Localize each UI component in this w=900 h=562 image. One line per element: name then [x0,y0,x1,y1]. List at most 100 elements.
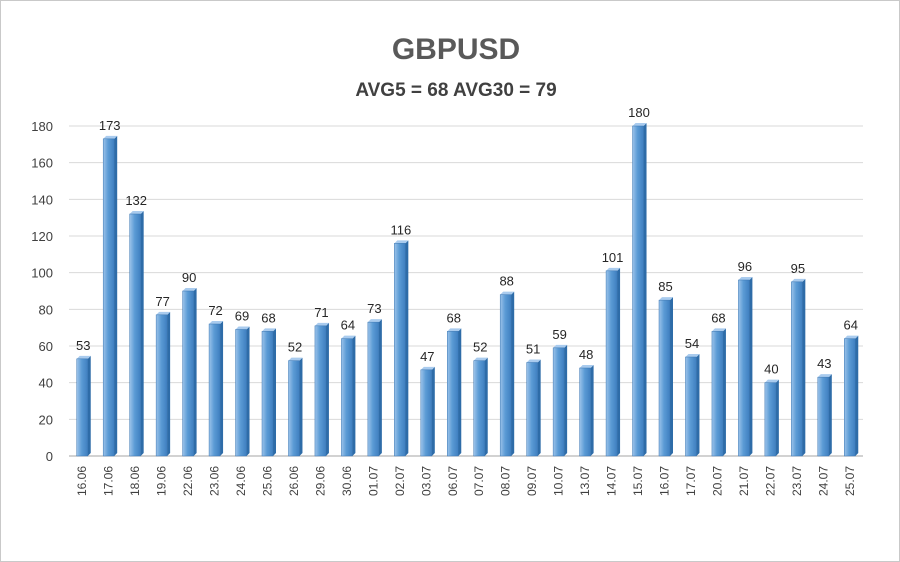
bar [791,278,806,457]
bar-front-face [605,270,618,457]
bar [447,328,462,457]
bar [526,359,541,457]
bar-front-face [685,356,697,457]
x-tick-label: 21.07 [737,466,751,496]
bar [314,322,329,457]
bar-side-face [114,135,118,457]
data-label: 68 [261,310,275,325]
bar-top-face [844,335,859,339]
bar [764,379,779,457]
bar-top-face [526,359,541,363]
x-tick-label: 15.07 [631,466,645,496]
bar [738,277,753,457]
y-tick-label: 60 [39,339,53,354]
bar-front-face [473,360,485,457]
bar-side-face [193,288,197,456]
x-tick-label: 03.07 [419,466,433,496]
bar [605,267,621,457]
bar-front-face [632,125,644,457]
bar-top-face [103,135,118,139]
bar [208,321,224,457]
bar-front-face [764,382,777,457]
bar-front-face [579,367,591,457]
bar-top-face [447,328,462,332]
data-label: 101 [602,250,624,265]
bar-side-face [617,267,621,456]
bar-side-face [87,355,91,456]
bar-front-face [314,325,327,457]
bar [473,357,488,457]
data-label: 85 [658,279,672,294]
bar-side-face [352,335,356,456]
bar-top-face [791,278,806,282]
bar-front-face [288,360,300,457]
x-tick-label: 24.06 [234,466,248,496]
y-tick-label: 140 [31,192,53,207]
bar-top-face [288,357,303,361]
bar [420,366,435,457]
y-tick-label: 40 [39,376,53,391]
x-tick-label: 16.07 [658,466,672,496]
bar-side-face [511,291,515,456]
bar-side-face [855,335,859,456]
bar [288,357,303,457]
x-tick-label: 24.07 [816,466,830,496]
data-label: 47 [420,349,434,364]
x-tick-label: 25.07 [843,466,857,496]
bar-front-face [738,279,750,457]
y-axis-ticks: 0 20 40 60 80 100 120 140 160 180 [31,119,53,464]
data-label: 180 [628,105,650,120]
bar-side-face [722,328,726,456]
bar-side-face [670,297,673,456]
x-tick-label: 20.07 [710,466,724,496]
bar [102,135,118,457]
bar [685,354,700,457]
x-tick-label: 18.06 [128,466,142,496]
x-tick-label: 02.07 [393,466,407,496]
bar-top-face [473,357,488,361]
bar-side-face [431,366,435,456]
bar-top-face [817,374,832,378]
bar-top-face [341,335,356,339]
bar [367,319,382,457]
bar-top-face [129,211,144,214]
bar-side-face [484,357,488,456]
bar-side-face [405,240,409,456]
bar-top-face [738,277,753,280]
bar [844,335,859,457]
bar-side-face [246,326,250,456]
bar-top-face [606,267,621,271]
bar-top-face [156,311,171,315]
x-tick-label: 17.07 [684,466,698,496]
bar-side-face [325,322,329,456]
bar-top-face [711,328,726,332]
bar-front-face [394,243,406,457]
y-tick-label: 120 [31,229,53,244]
bar [129,211,144,457]
data-label: 64 [341,318,355,333]
x-tick-label: 29.06 [313,466,327,496]
bar-side-face [537,359,541,456]
bar-side-face [299,357,303,456]
bar-front-face [102,138,115,457]
bar-side-face [643,123,647,456]
x-axis-ticks: 16.06 17.06 18.06 19.06 22.06 23.06 24.06 25.06… [75,466,857,496]
bar [394,240,409,457]
data-label: 51 [526,342,540,357]
bar-front-face [129,213,141,457]
x-tick-label: 06.07 [446,466,460,496]
bar-front-face [76,358,88,457]
bar-top-face [262,328,276,332]
bar [341,335,356,457]
bar-front-face [235,329,247,457]
data-label: 96 [738,259,752,274]
data-labels: 53 173 132 77 90 72 69 68 52 71 64 73 116 47 68 52 88 51 5… [76,105,858,377]
chart-subtitle: AVG5 = 68 AVG30 = 79 [355,80,556,101]
bar [182,288,197,457]
data-label: 52 [288,340,302,355]
x-tick-label: 09.07 [525,466,539,496]
y-tick-label: 80 [39,302,53,317]
data-label: 72 [208,303,222,318]
bar-top-face [420,366,435,370]
bar-top-face [209,321,224,324]
